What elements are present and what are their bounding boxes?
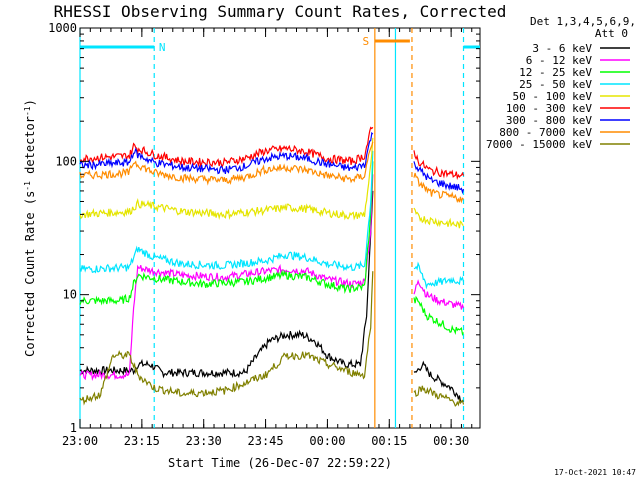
flag-label: S [363, 35, 370, 48]
plot-frame [79, 27, 481, 429]
series-line [413, 150, 465, 181]
series-line [79, 161, 374, 306]
y-axis: 1 10 100 1000 [48, 21, 480, 435]
series-line [79, 271, 374, 406]
legend-label: 300 - 800 keV [506, 114, 592, 127]
legend-label: 7000 - 15000 keV [486, 138, 592, 151]
series-line [79, 126, 374, 168]
x-tick-label: 23:00 [62, 434, 98, 448]
x-tick-label: 23:15 [124, 434, 160, 448]
legend-label: 800 - 7000 keV [499, 126, 592, 139]
y-axis-label: Corrected Count Rate (s-1 detector-1) [23, 99, 38, 357]
series-line [79, 137, 374, 221]
chart-title: RHESSI Observing Summary Count Rates, Co… [54, 2, 507, 21]
series-line [79, 150, 374, 274]
y-tick-label: 100 [55, 154, 77, 168]
series-line [413, 360, 464, 403]
series-line [413, 207, 464, 229]
series-line [413, 172, 464, 204]
legend-label: 6 - 12 keV [526, 54, 593, 67]
legend-label: 25 - 50 keV [519, 78, 592, 91]
legend-header-line2: Att 0 [595, 27, 628, 40]
series-line [79, 141, 374, 186]
y-axis-label-part3: ) [23, 99, 37, 106]
y-axis-label-part1: Corrected Count Rate (s [23, 191, 37, 357]
y-tick-label: 1000 [48, 21, 77, 35]
x-tick-label: 00:30 [433, 434, 469, 448]
legend-header-line1: Det 1,3,4,5,6,9, [530, 15, 636, 28]
series-line [413, 295, 465, 337]
vertical-markers [79, 28, 465, 428]
y-tick-label: 10 [63, 288, 77, 302]
series-line [413, 279, 465, 310]
x-tick-label: 23:45 [248, 434, 284, 448]
x-axis-label: Start Time (26-Dec-07 22:59:22) [168, 456, 392, 470]
series-line [413, 261, 465, 290]
legend-label: 3 - 6 keV [532, 42, 592, 55]
y-axis-label-sup2: -1 [23, 106, 32, 116]
legend-label: 100 - 300 keV [506, 102, 592, 115]
y-tick-label: 1 [70, 421, 77, 435]
flag-label: N [159, 41, 166, 54]
x-tick-label: 00:15 [371, 434, 407, 448]
series-lines [79, 126, 465, 407]
series-line [413, 161, 465, 195]
legend-label: 12 - 25 keV [519, 66, 592, 79]
legend-label: 50 - 100 keV [513, 90, 593, 103]
series-line [79, 174, 374, 381]
series-line [413, 385, 465, 407]
x-axis: 23:00 23:15 23:30 23:45 00:00 00:15 00:30 [62, 28, 473, 448]
x-tick-label: 23:30 [186, 434, 222, 448]
series-line [79, 131, 374, 175]
series-line [79, 190, 374, 379]
x-tick-label: 00:00 [309, 434, 345, 448]
y-axis-label-sup1: -1 [23, 181, 32, 191]
y-axis-label-part2: detector [23, 116, 37, 181]
footer-timestamp: 17-Oct-2021 10:47 [554, 468, 636, 477]
